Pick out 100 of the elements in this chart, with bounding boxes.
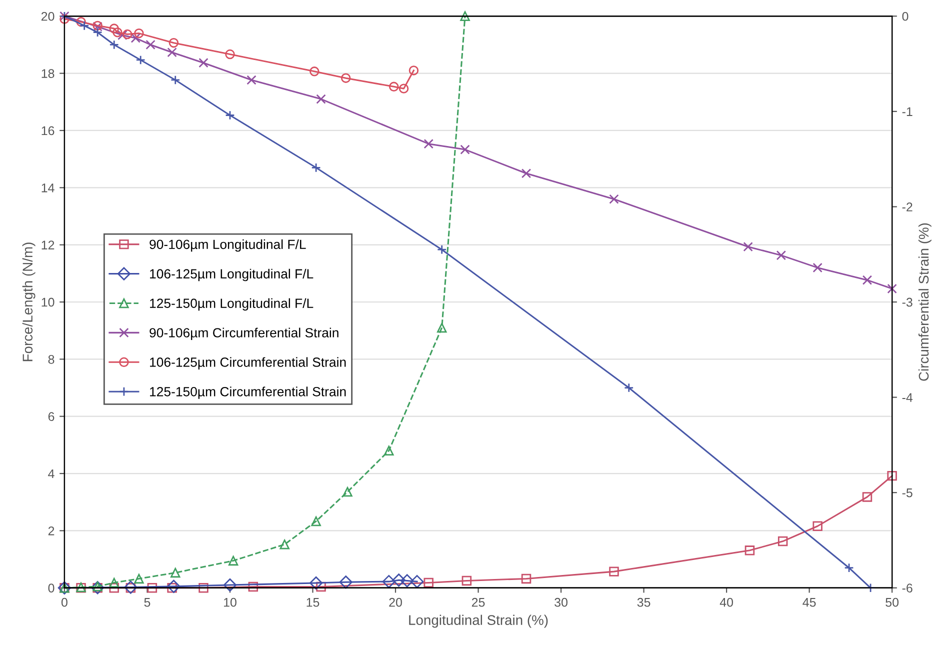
point bbox=[109, 578, 119, 588]
point bbox=[609, 194, 619, 204]
point bbox=[410, 574, 424, 588]
y-tick-label: 14 bbox=[42, 184, 54, 192]
point bbox=[521, 574, 532, 584]
y-tick-label: 4 bbox=[48, 469, 54, 478]
point bbox=[109, 583, 119, 593]
point bbox=[388, 82, 399, 92]
point bbox=[384, 446, 394, 456]
y-tick-label: 16 bbox=[42, 126, 54, 136]
point bbox=[862, 492, 872, 502]
point bbox=[92, 27, 102, 38]
point bbox=[776, 250, 786, 260]
point bbox=[398, 84, 409, 94]
x-tick-label: 25 bbox=[472, 598, 485, 607]
x-axis-title: Longitudinal Strain (%) bbox=[409, 614, 548, 628]
y2-tick-label: -2 bbox=[902, 202, 912, 212]
point bbox=[311, 516, 321, 526]
point bbox=[743, 242, 753, 252]
y-tick-label: 2 bbox=[48, 526, 54, 536]
x-tick-label: 5 bbox=[144, 598, 150, 607]
point bbox=[198, 583, 208, 593]
point bbox=[225, 49, 235, 60]
x-tick-label: 15 bbox=[306, 598, 320, 607]
y-tick-label: 0 bbox=[48, 584, 54, 593]
point bbox=[862, 275, 872, 285]
point bbox=[310, 66, 320, 76]
x-tick-label: 30 bbox=[554, 598, 568, 607]
legend-label: 106-125µm Longitudinal F/L bbox=[150, 268, 314, 282]
legend-label: 125-150µm Longitudinal F/L bbox=[150, 298, 314, 311]
point bbox=[812, 262, 822, 273]
point bbox=[246, 75, 256, 85]
point bbox=[462, 576, 472, 586]
point bbox=[170, 75, 180, 85]
point bbox=[382, 574, 396, 588]
point bbox=[198, 58, 208, 68]
point bbox=[744, 546, 755, 556]
x-tick-label: 50 bbox=[886, 598, 899, 607]
point bbox=[134, 28, 144, 38]
point bbox=[309, 576, 323, 590]
legend-label: 125-150µm Circumferential Strain bbox=[150, 386, 346, 399]
point bbox=[400, 574, 414, 588]
point bbox=[339, 576, 352, 589]
y-tick-label: 18 bbox=[42, 69, 54, 78]
point bbox=[124, 580, 138, 594]
point bbox=[109, 40, 119, 50]
point bbox=[109, 24, 119, 34]
point bbox=[223, 578, 237, 592]
legend-label: 90-106µm Circumferential Strain bbox=[150, 328, 338, 340]
point bbox=[228, 556, 238, 566]
x-tick-label: 20 bbox=[389, 598, 402, 607]
point bbox=[887, 470, 897, 481]
point bbox=[167, 580, 180, 594]
point bbox=[280, 540, 290, 550]
point bbox=[79, 20, 90, 31]
point bbox=[460, 11, 470, 22]
point bbox=[624, 382, 634, 393]
point bbox=[147, 583, 158, 593]
point bbox=[168, 38, 179, 48]
point bbox=[76, 17, 86, 27]
point bbox=[844, 562, 854, 573]
point bbox=[167, 47, 177, 58]
point bbox=[424, 138, 434, 149]
y2-tick-label: -6 bbox=[902, 584, 912, 593]
x-tick-label: 40 bbox=[720, 598, 734, 607]
point bbox=[342, 486, 352, 497]
y2-tick-label: -5 bbox=[902, 488, 912, 498]
point bbox=[812, 521, 822, 531]
point bbox=[112, 27, 122, 38]
y-tick-label: 20 bbox=[41, 12, 54, 21]
y2-tick-label: -3 bbox=[902, 298, 912, 307]
point bbox=[460, 144, 470, 154]
y-tick-label: 6 bbox=[48, 412, 54, 421]
legend-label: 106-125µm Circumferential Strain bbox=[150, 357, 346, 370]
point bbox=[170, 568, 180, 578]
point bbox=[118, 30, 128, 40]
x-tick-label: 0 bbox=[61, 598, 68, 607]
y-tick-label: 12 bbox=[42, 240, 54, 250]
point bbox=[436, 244, 447, 254]
point bbox=[248, 582, 258, 592]
y-tick-label: 10 bbox=[42, 298, 54, 307]
y-axis-title: Force/Length (N/m) bbox=[22, 242, 36, 362]
point bbox=[408, 66, 419, 76]
y2-tick-label: -4 bbox=[902, 393, 913, 402]
point bbox=[90, 580, 104, 594]
point bbox=[340, 73, 351, 83]
point bbox=[887, 284, 897, 294]
point bbox=[609, 566, 619, 576]
x-tick-label: 45 bbox=[802, 598, 816, 607]
point bbox=[866, 583, 876, 593]
point bbox=[778, 536, 788, 546]
point bbox=[122, 29, 132, 40]
x-tick-label: 10 bbox=[224, 598, 236, 607]
legend-label: 90-106µm Longitudinal F/L bbox=[150, 239, 306, 252]
point bbox=[60, 14, 70, 24]
point bbox=[136, 55, 146, 65]
y2-axis-title: Circumferential Strain (%) bbox=[918, 223, 932, 381]
x-tick-label: 35 bbox=[637, 598, 650, 607]
point bbox=[424, 578, 434, 588]
point bbox=[134, 574, 144, 584]
